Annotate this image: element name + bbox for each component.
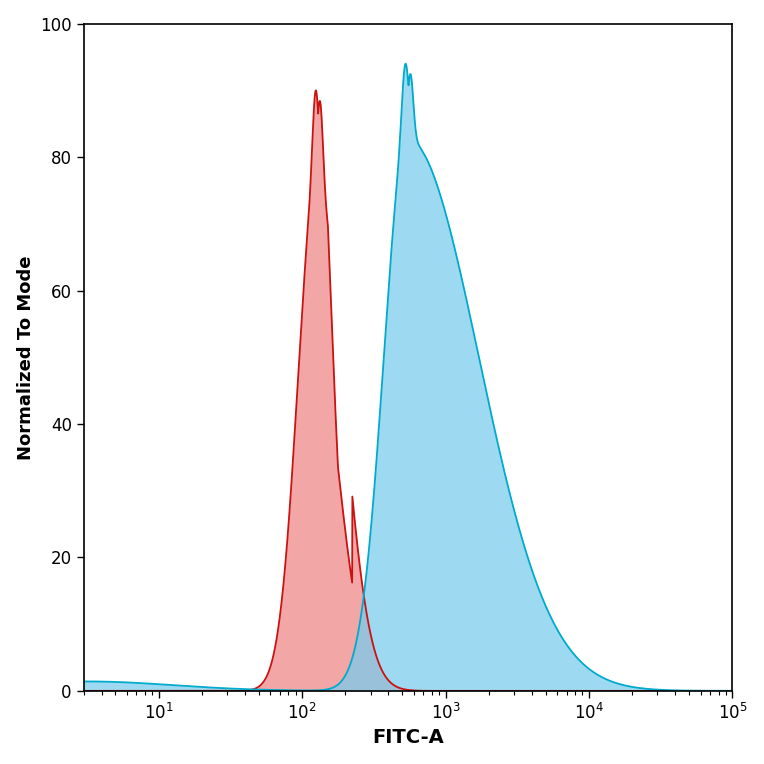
Y-axis label: Normalized To Mode: Normalized To Mode <box>17 255 34 459</box>
X-axis label: FITC-A: FITC-A <box>372 728 444 747</box>
